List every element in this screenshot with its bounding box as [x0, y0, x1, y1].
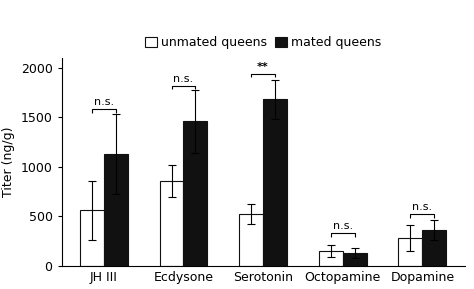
Text: n.s.: n.s. [94, 97, 114, 107]
Text: n.s.: n.s. [412, 202, 432, 212]
Bar [343, 253, 366, 266]
Bar [160, 181, 183, 266]
Bar [183, 121, 207, 266]
Legend: unmated queens, mated queens: unmated queens, mated queens [145, 36, 381, 49]
Bar [263, 99, 287, 266]
Y-axis label: Titer (ng/g): Titer (ng/g) [2, 127, 15, 197]
Bar [399, 238, 422, 266]
Text: n.s.: n.s. [333, 221, 353, 231]
Bar [104, 154, 128, 266]
Bar [319, 251, 343, 266]
Bar [239, 214, 263, 266]
Bar [422, 230, 446, 266]
Text: n.s.: n.s. [173, 74, 193, 84]
Text: **: ** [257, 62, 269, 72]
Bar [80, 210, 104, 266]
